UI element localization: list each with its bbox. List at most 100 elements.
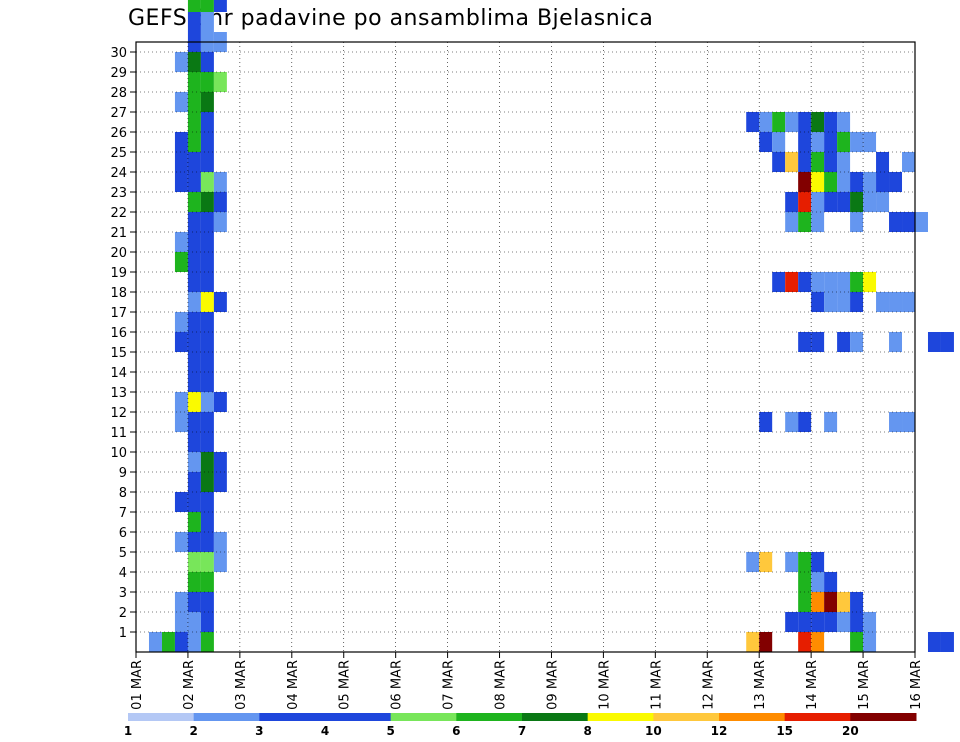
y-tick-label: 24 bbox=[110, 166, 127, 181]
heatmap-cell bbox=[200, 492, 214, 512]
heatmap-cell bbox=[746, 552, 760, 572]
heatmap-cell bbox=[200, 272, 214, 292]
heatmap-cell bbox=[200, 612, 214, 632]
heatmap-cell bbox=[798, 612, 812, 632]
y-tick-label: 19 bbox=[110, 266, 127, 281]
heatmap-cell bbox=[187, 212, 201, 232]
heatmap-cell bbox=[876, 152, 890, 172]
colorbar-label: 5 bbox=[386, 724, 394, 738]
heatmap-cell bbox=[759, 412, 773, 432]
y-tick-label: 28 bbox=[110, 86, 127, 101]
heatmap-cell bbox=[187, 12, 201, 32]
heatmap-cell bbox=[837, 112, 851, 132]
y-tick-label: 27 bbox=[110, 106, 127, 121]
heatmap-cell bbox=[200, 192, 214, 212]
heatmap-cell bbox=[187, 632, 201, 652]
y-tick-label: 11 bbox=[110, 426, 127, 441]
x-tick-label: 06 MAR bbox=[390, 660, 405, 710]
heatmap-cell bbox=[850, 592, 864, 612]
heatmap-cell bbox=[850, 272, 864, 292]
heatmap-cell bbox=[889, 172, 903, 192]
colorbar-swatch bbox=[784, 713, 851, 721]
heatmap-cell bbox=[174, 592, 188, 612]
heatmap-cell bbox=[200, 412, 214, 432]
heatmap-cell bbox=[837, 192, 851, 212]
heatmap-cell bbox=[200, 52, 214, 72]
y-tick-label: 22 bbox=[110, 206, 127, 221]
y-tick-label: 18 bbox=[110, 286, 127, 301]
y-tick-label: 30 bbox=[110, 46, 127, 61]
heatmap-cell bbox=[824, 272, 838, 292]
plot-frame bbox=[135, 41, 916, 653]
heatmap-cell bbox=[772, 112, 786, 132]
heatmap-cell bbox=[187, 0, 201, 12]
heatmap-cell bbox=[811, 292, 825, 312]
y-tick-label: 15 bbox=[110, 346, 127, 361]
heatmap-cell bbox=[200, 292, 214, 312]
y-tick-label: 14 bbox=[110, 366, 127, 381]
heatmap-cell bbox=[915, 212, 928, 232]
y-tick-label: 5 bbox=[119, 546, 127, 561]
heatmap-cell bbox=[824, 172, 838, 192]
heatmap-cell bbox=[798, 592, 812, 612]
heatmap-cell bbox=[940, 332, 954, 352]
heatmap-cell bbox=[174, 412, 188, 432]
heatmap-cell bbox=[200, 552, 214, 572]
heatmap-cell bbox=[824, 612, 838, 632]
heatmap-cell bbox=[187, 172, 201, 192]
heatmap-cell bbox=[863, 272, 877, 292]
heatmap-cell bbox=[213, 0, 227, 12]
colorbar-swatch bbox=[259, 713, 326, 721]
heatmap-cell bbox=[174, 52, 188, 72]
colorbar-label: 3 bbox=[255, 724, 263, 738]
heatmap-cell bbox=[824, 152, 838, 172]
heatmap-cell bbox=[200, 532, 214, 552]
heatmap-cell bbox=[174, 392, 188, 412]
x-tick-label: 07 MAR bbox=[442, 660, 457, 710]
heatmap-cell bbox=[811, 632, 825, 652]
x-tick-label: 14 MAR bbox=[805, 660, 820, 710]
heatmap-cell bbox=[902, 152, 915, 172]
colorbar-label: 4 bbox=[321, 724, 329, 738]
heatmap-cell bbox=[837, 272, 851, 292]
heatmap-cell bbox=[785, 192, 799, 212]
y-tick-label: 3 bbox=[119, 586, 127, 601]
heatmap-cell bbox=[200, 392, 214, 412]
heatmap-cell bbox=[798, 572, 812, 592]
heatmap-cell bbox=[187, 52, 201, 72]
heatmap-cell bbox=[200, 72, 214, 92]
heatmap-cell bbox=[187, 92, 201, 112]
heatmap-cell bbox=[187, 192, 201, 212]
heatmap-cell bbox=[187, 352, 201, 372]
heatmap-cell bbox=[174, 612, 188, 632]
heatmap-cell bbox=[187, 532, 201, 552]
y-tick-label: 17 bbox=[110, 306, 127, 321]
heatmap-cell bbox=[798, 412, 812, 432]
x-tick-label: 11 MAR bbox=[649, 660, 664, 710]
heatmap-cell bbox=[837, 132, 851, 152]
colorbar-swatch bbox=[456, 713, 523, 721]
heatmap-cell bbox=[811, 612, 825, 632]
colorbar-label: 10 bbox=[645, 724, 662, 738]
heatmap-cell bbox=[824, 112, 838, 132]
heatmap-cell bbox=[200, 432, 214, 452]
heatmap-cell bbox=[824, 572, 838, 592]
y-tick-label: 12 bbox=[110, 406, 127, 421]
heatmap-cell bbox=[837, 612, 851, 632]
heatmap-cell bbox=[213, 392, 227, 412]
heatmap-cell bbox=[200, 572, 214, 592]
heatmap-cell bbox=[187, 332, 201, 352]
colorbar-swatch bbox=[325, 713, 392, 721]
heatmap-cell bbox=[772, 272, 786, 292]
heatmap-cell bbox=[746, 112, 760, 132]
colorbar-swatch bbox=[587, 713, 654, 721]
colorbar-label: 1 bbox=[124, 724, 132, 738]
heatmap-cell bbox=[213, 292, 227, 312]
heatmap-cell bbox=[850, 132, 864, 152]
heatmap-cell bbox=[759, 632, 773, 652]
heatmap-cell bbox=[200, 232, 214, 252]
heatmap-cell bbox=[811, 592, 825, 612]
heatmap-cell bbox=[200, 92, 214, 112]
heatmap-cell bbox=[889, 212, 903, 232]
y-tick-label: 26 bbox=[110, 126, 127, 141]
